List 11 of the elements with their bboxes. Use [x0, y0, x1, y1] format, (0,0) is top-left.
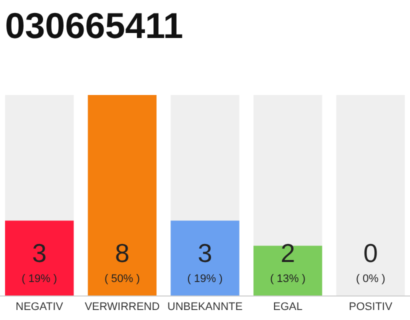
x-tick-label: EGAL — [273, 300, 302, 313]
x-tick-label: NEGATIV — [16, 300, 64, 313]
x-tick-label: UNBEKANNTE — [167, 300, 243, 313]
data-label: 3 ( 19% ) — [187, 238, 223, 285]
data-label: 0 ( 0% ) — [356, 238, 386, 285]
chart-title: 030665411 — [5, 5, 184, 46]
x-tick-label: POSITIV — [348, 300, 393, 313]
x-tick-label: VERWIRREND — [84, 300, 160, 313]
data-label: 3 ( 19% ) — [22, 238, 58, 285]
data-label: 8 ( 50% ) — [104, 238, 140, 285]
data-label: 2 ( 13% ) — [270, 238, 306, 285]
